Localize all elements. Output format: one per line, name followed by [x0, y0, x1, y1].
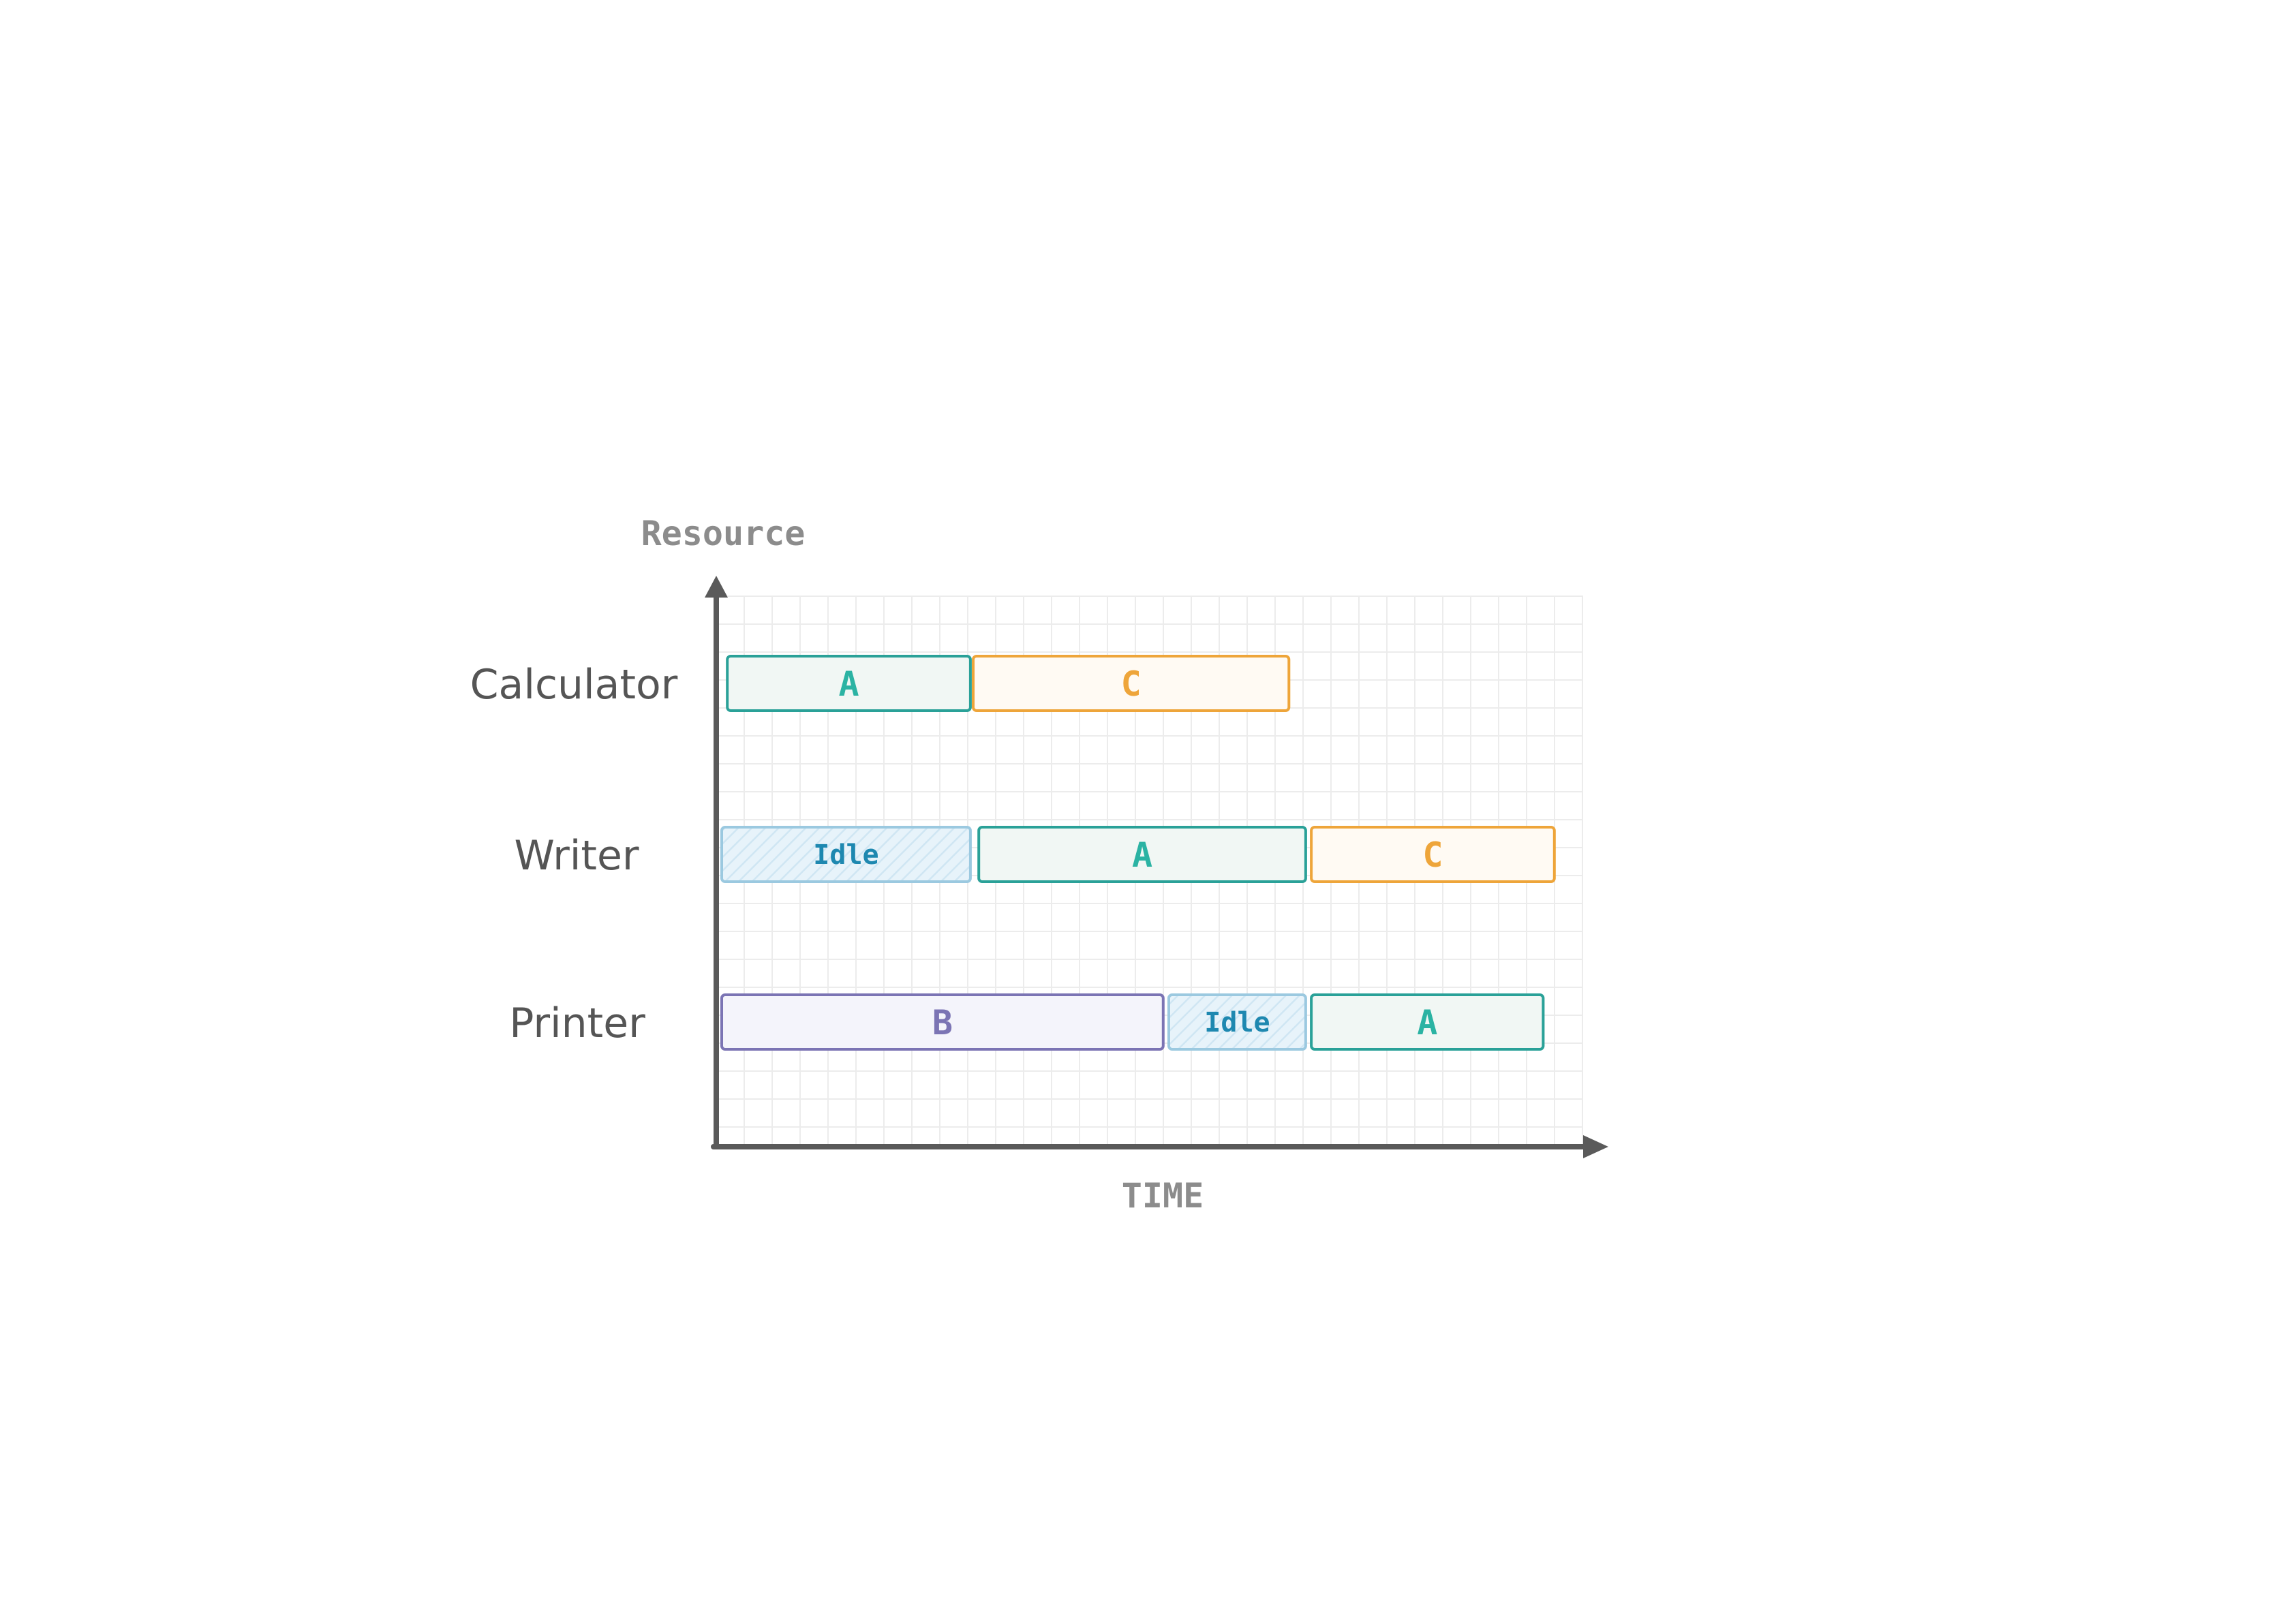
task-label: C [1422, 835, 1443, 875]
task-bar-rect [1310, 993, 1545, 1051]
task-label: B [932, 1003, 953, 1042]
task-label: A [1132, 835, 1152, 875]
task-bar-rect [720, 826, 972, 883]
task-bar-rect [720, 993, 1165, 1051]
row-label-calculator: Calculator [470, 661, 678, 709]
x-axis-arrow [1583, 1135, 1608, 1158]
task-bar-rect [1167, 993, 1307, 1051]
task-bar-writer-0: Idle [720, 826, 972, 883]
y-axis-title: Resource [641, 514, 806, 553]
task-label: A [838, 664, 859, 704]
x-axis-title: TIME [1122, 1176, 1204, 1216]
task-bar-rect [1310, 826, 1556, 883]
axes [705, 576, 1608, 1158]
row-label-printer: Printer [509, 1000, 645, 1047]
task-bar-writer-1: A [977, 826, 1307, 883]
task-bar-rect [972, 655, 1291, 712]
task-bar-printer-0: B [720, 993, 1165, 1051]
task-bar-writer-2: C [1310, 826, 1556, 883]
row-label-writer: Writer [514, 832, 639, 880]
task-bar-rect [726, 655, 972, 712]
task-bars: A C Idle A C B Idle A [720, 655, 1556, 1051]
task-label: C [1121, 664, 1142, 704]
row-labels: Calculator Writer Printer [470, 661, 678, 1047]
task-bar-rect [977, 826, 1307, 883]
task-bar-calculator-1: C [972, 655, 1291, 712]
task-label: Idle [1204, 1007, 1270, 1038]
y-axis-arrow [705, 576, 728, 598]
task-bar-calculator-0: A [726, 655, 972, 712]
task-label: Idle [813, 839, 878, 871]
task-label: A [1417, 1003, 1437, 1042]
task-bar-printer-2: A [1310, 993, 1545, 1051]
task-bar-printer-1: Idle [1167, 993, 1307, 1051]
